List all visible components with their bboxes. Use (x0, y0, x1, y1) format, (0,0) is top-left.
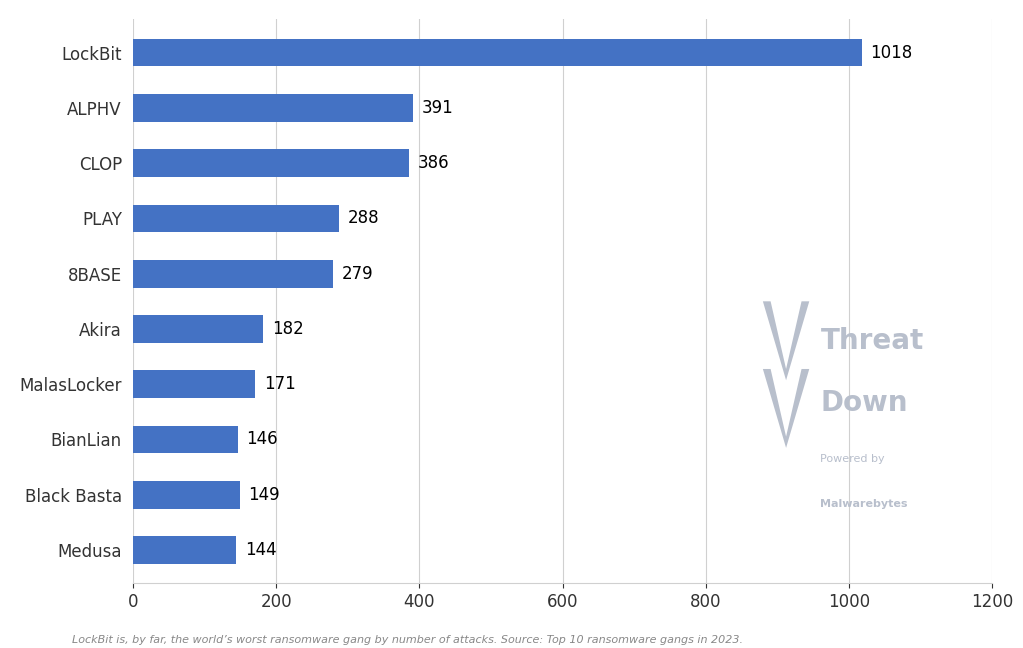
Text: Powered by: Powered by (820, 454, 885, 464)
Text: LockBit is, by far, the world’s worst ransomware gang by number of attacks. Sour: LockBit is, by far, the world’s worst ra… (72, 635, 743, 645)
Text: Threat: Threat (820, 327, 924, 355)
Bar (133, 260, 332, 288)
Polygon shape (763, 301, 809, 380)
Text: 146: 146 (247, 430, 278, 448)
Bar (133, 39, 862, 67)
Bar (133, 537, 236, 564)
Text: 149: 149 (249, 486, 280, 503)
Text: 144: 144 (244, 541, 276, 559)
Text: 288: 288 (348, 209, 380, 227)
Text: 279: 279 (342, 264, 373, 283)
Bar (133, 94, 413, 122)
Text: Malwarebytes: Malwarebytes (820, 499, 908, 509)
Text: 386: 386 (418, 154, 450, 172)
Bar (133, 371, 256, 398)
Bar (133, 205, 340, 232)
Bar (133, 149, 409, 177)
Text: 171: 171 (264, 375, 296, 393)
Text: 182: 182 (272, 320, 304, 338)
Bar (133, 315, 263, 343)
Text: 391: 391 (421, 99, 453, 117)
Polygon shape (763, 369, 809, 448)
Bar (133, 481, 239, 509)
Text: Down: Down (820, 389, 908, 417)
Bar (133, 426, 237, 454)
Text: 1018: 1018 (871, 43, 913, 62)
